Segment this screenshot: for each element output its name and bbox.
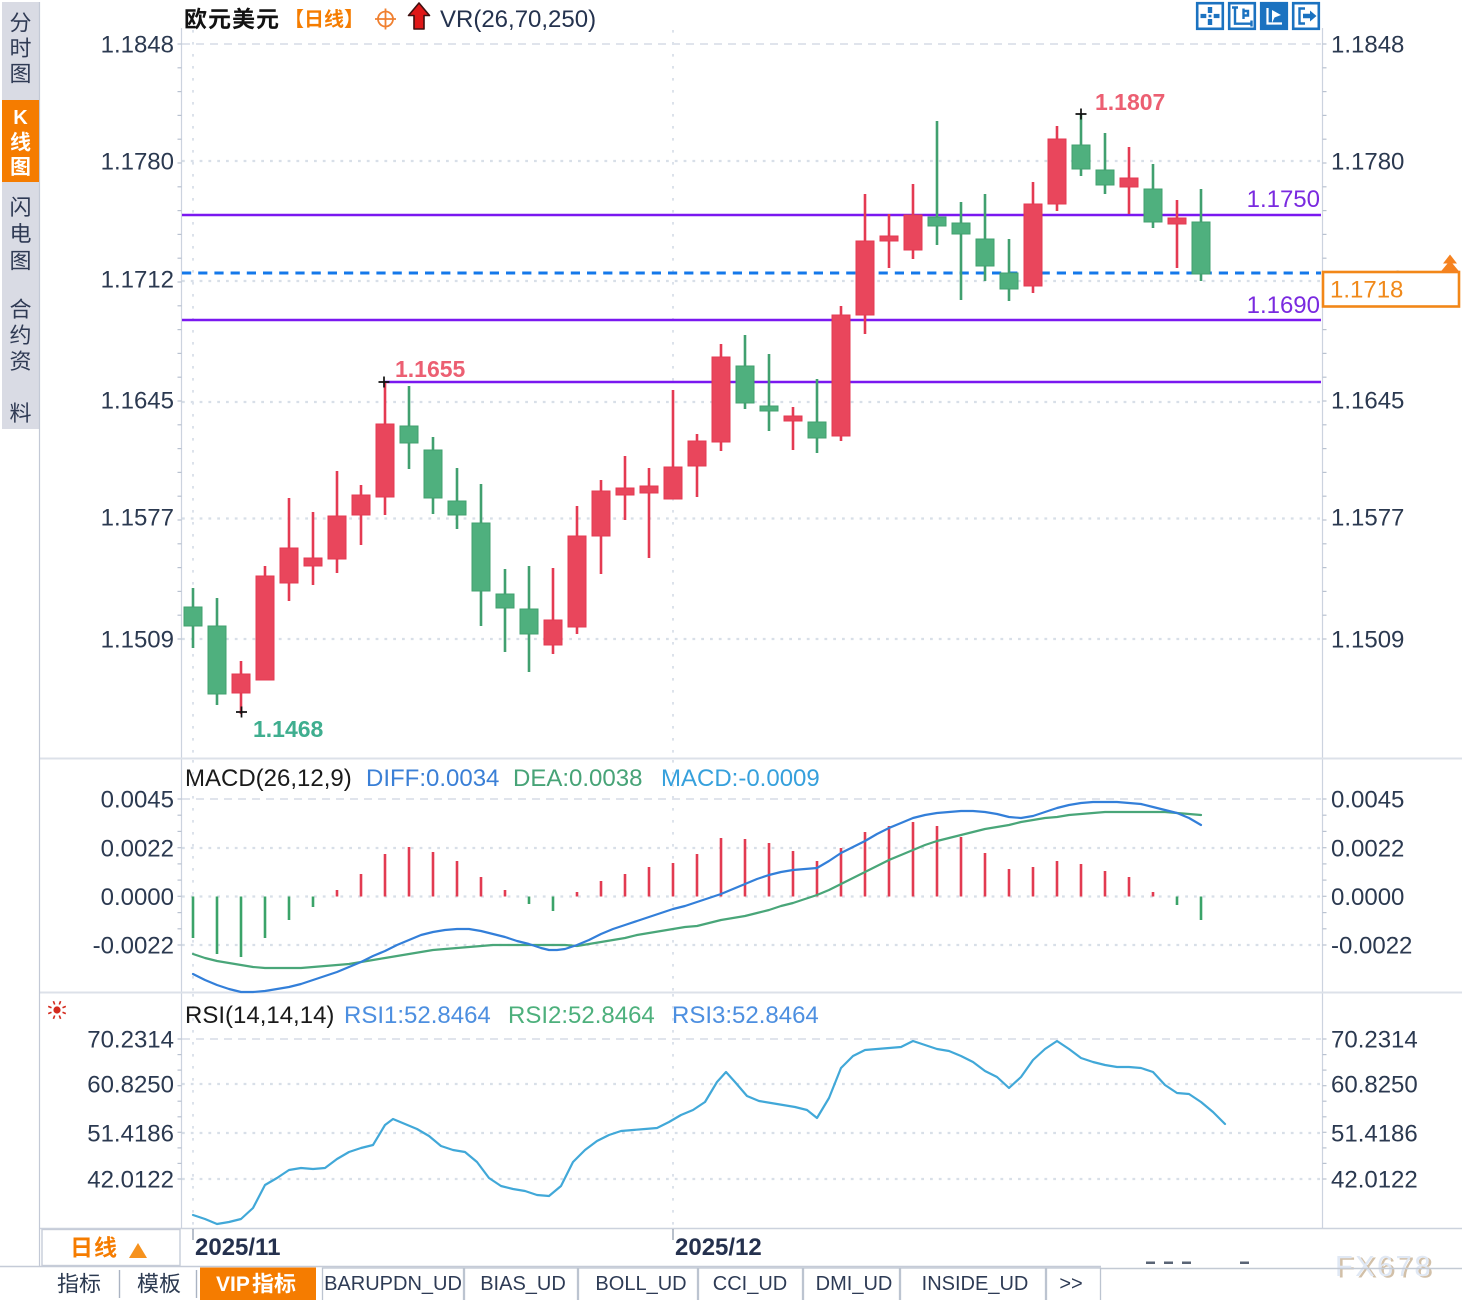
svg-text:MACD:-0.0009: MACD:-0.0009 [661, 765, 820, 792]
svg-text:DMI_UD: DMI_UD [816, 1273, 893, 1295]
svg-text:K: K [13, 107, 28, 129]
svg-text:70.2314: 70.2314 [87, 1027, 174, 1054]
svg-text:60.8250: 60.8250 [1331, 1072, 1418, 1099]
svg-text:RSI3:52.8464: RSI3:52.8464 [672, 1002, 819, 1029]
svg-text:51.4186: 51.4186 [87, 1121, 174, 1148]
svg-text:DEA:0.0038: DEA:0.0038 [513, 765, 642, 792]
svg-text:1.1577: 1.1577 [101, 505, 174, 532]
svg-text:60.8250: 60.8250 [87, 1072, 174, 1099]
svg-text:1.1645: 1.1645 [1331, 388, 1404, 415]
svg-text:1.1468: 1.1468 [253, 716, 324, 742]
svg-text:1.1509: 1.1509 [1331, 627, 1404, 654]
svg-text:1.1807: 1.1807 [1095, 89, 1165, 115]
svg-text:51.4186: 51.4186 [1331, 1121, 1418, 1148]
svg-text:42.0122: 42.0122 [87, 1167, 174, 1194]
svg-text:0.0045: 0.0045 [1331, 787, 1404, 814]
svg-text:INSIDE_UD: INSIDE_UD [922, 1273, 1029, 1295]
svg-text:DIFF:0.0034: DIFF:0.0034 [366, 765, 499, 792]
svg-text:BIAS_UD: BIAS_UD [480, 1273, 566, 1295]
svg-text:2025/12: 2025/12 [675, 1234, 762, 1261]
svg-text:1.1848: 1.1848 [101, 32, 174, 59]
svg-text:MACD(26,12,9): MACD(26,12,9) [185, 765, 352, 792]
svg-text:1.1655: 1.1655 [395, 356, 466, 382]
svg-text:1.1690: 1.1690 [1247, 292, 1320, 319]
svg-text:0.0000: 0.0000 [1331, 884, 1404, 911]
svg-text:CCI_UD: CCI_UD [713, 1273, 787, 1295]
svg-text:BARUPDN_UD: BARUPDN_UD [324, 1273, 462, 1295]
svg-text:RSI2:52.8464: RSI2:52.8464 [508, 1002, 655, 1029]
svg-text:2025/11: 2025/11 [195, 1234, 280, 1261]
svg-text:0.0022: 0.0022 [101, 836, 174, 863]
svg-text:42.0122: 42.0122 [1331, 1167, 1418, 1194]
svg-text:VIP: VIP [216, 1273, 250, 1296]
svg-text:>>: >> [1059, 1273, 1082, 1295]
svg-text:-0.0022: -0.0022 [1331, 933, 1412, 960]
svg-text:1.1780: 1.1780 [101, 149, 174, 176]
svg-text:1.1718: 1.1718 [1330, 277, 1403, 304]
svg-text:-0.0022: -0.0022 [93, 933, 174, 960]
svg-text:BOLL_UD: BOLL_UD [595, 1273, 686, 1295]
svg-text:1.1645: 1.1645 [101, 388, 174, 415]
svg-text:VR(26,70,250): VR(26,70,250) [440, 6, 596, 33]
svg-text:0.0045: 0.0045 [101, 787, 174, 814]
svg-text:1.1848: 1.1848 [1331, 32, 1404, 59]
svg-text:70.2314: 70.2314 [1331, 1027, 1418, 1054]
svg-text:1.1509: 1.1509 [101, 627, 174, 654]
svg-text:FX678: FX678 [1335, 1251, 1433, 1283]
svg-text:1.1577: 1.1577 [1331, 505, 1404, 532]
svg-text:0.0022: 0.0022 [1331, 836, 1404, 863]
svg-text:0.0000: 0.0000 [101, 884, 174, 911]
svg-text:1.1780: 1.1780 [1331, 149, 1404, 176]
svg-text:RSI(14,14,14): RSI(14,14,14) [185, 1002, 334, 1029]
svg-text:RSI1:52.8464: RSI1:52.8464 [344, 1002, 491, 1029]
svg-text:1.1712: 1.1712 [101, 267, 174, 294]
svg-text:1.1750: 1.1750 [1247, 186, 1320, 213]
